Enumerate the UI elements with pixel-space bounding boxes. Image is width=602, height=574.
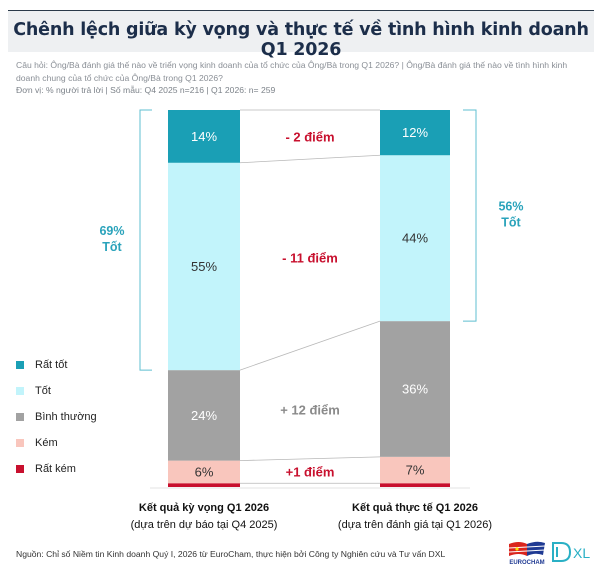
- bar-value-label: 6%: [195, 464, 214, 479]
- legend-swatch-kem: [16, 439, 24, 447]
- connector-line: [239, 456, 381, 462]
- legend-swatch-rat-tot: [16, 361, 24, 369]
- bar-segment-rất-kém-1: [380, 483, 450, 487]
- legend-swatch-rat-kem: [16, 465, 24, 473]
- x-caption-expected-title: Kết quả kỳ vọng Q1 2026: [138, 502, 270, 514]
- legend-item-kem: Kém: [16, 430, 97, 456]
- bar-segment-bình-thường-1: [380, 321, 450, 457]
- bar-segment-rất-tốt-1: [380, 110, 450, 156]
- bar-value-label: 7%: [406, 463, 425, 478]
- x-caption-expected: Kết quả kỳ vọng Q1 2026 (dựa trên dự báo…: [114, 500, 294, 534]
- bar-value-label: 55%: [191, 259, 217, 274]
- x-caption-actual-title: Kết quả thực tế Q1 2026: [352, 502, 478, 514]
- x-caption-actual: Kết quả thực tế Q1 2026 (dựa trên đánh g…: [320, 500, 510, 534]
- bar-segment-kém-0: [168, 460, 240, 484]
- bar-value-label: 36%: [402, 381, 428, 396]
- bar-segment-bình-thường-0: [168, 370, 240, 461]
- bar-segment-rất-kém-0: [168, 483, 240, 487]
- legend-swatch-tot: [16, 387, 24, 395]
- legend-label: Kém: [35, 437, 58, 449]
- bar-segment-tốt-0: [168, 162, 240, 371]
- dxl-logo-text: XL: [573, 545, 590, 561]
- bracket-right: [463, 109, 477, 322]
- question-line-2: doanh chung của tổ chức của Ông/Bà trong…: [16, 73, 223, 83]
- difference-label: +1 điểm: [286, 465, 335, 480]
- legend-label: Tốt: [35, 385, 51, 397]
- chart-title: Chênh lệch giữa kỳ vọng và thực tế về tì…: [13, 20, 589, 60]
- bar-value-label: 44%: [402, 231, 428, 246]
- connector-line: [239, 154, 381, 164]
- bracket-category-label: Tốt: [102, 240, 122, 254]
- unit-and-sample: Đơn vị: % người trả lời | Số mẫu: Q4 202…: [16, 85, 276, 95]
- bar-segment-tốt-1: [380, 155, 450, 322]
- bracket-left: [139, 109, 152, 371]
- legend-item-rat-tot: Rất tốt: [16, 352, 97, 378]
- x-caption-actual-sub: (dựa trên đánh giá tại Q1 2026): [337, 519, 493, 531]
- question-line-1: Câu hỏi: Ông/Bà đánh giá thế nào về triể…: [16, 60, 568, 70]
- legend-swatch-binh-thuong: [16, 413, 24, 421]
- eurocham-logo: EUROCHAM: [508, 541, 546, 566]
- connector-line: [239, 320, 381, 371]
- dxl-logo: XL: [552, 542, 590, 562]
- bar-segment-rất-tốt-0: [168, 110, 240, 163]
- bracket-category-label: Tốt: [501, 216, 521, 230]
- bracket-value-label: 69%: [99, 224, 124, 238]
- legend-label: Rất kém: [35, 463, 76, 475]
- legend: Rất tốt Tốt Bình thường Kém Rất kém: [16, 352, 97, 482]
- source-note: Nguồn: Chỉ số Niềm tin Kinh doanh Quý I,…: [16, 549, 446, 559]
- difference-label: + 12 điểm: [280, 403, 340, 418]
- eurocham-logo-text: EUROCHAM: [509, 560, 544, 566]
- legend-label: Rất tốt: [35, 359, 68, 371]
- bar-segment-kém-1: [380, 456, 450, 484]
- x-caption-expected-sub: (dựa trên dự báo tại Q4 2025): [130, 519, 278, 531]
- difference-label: - 11 điểm: [282, 251, 338, 266]
- legend-label: Bình thường: [35, 411, 97, 423]
- difference-label: - 2 điểm: [285, 130, 334, 145]
- title-band: [8, 11, 594, 52]
- survey-question: Câu hỏi: Ông/Bà đánh giá thế nào về triể…: [16, 59, 594, 85]
- bar-value-label: 24%: [191, 408, 217, 423]
- bar-value-label: 12%: [402, 125, 428, 140]
- legend-item-rat-kem: Rất kém: [16, 456, 97, 482]
- legend-item-binh-thuong: Bình thường: [16, 404, 97, 430]
- bracket-value-label: 56%: [498, 200, 523, 214]
- bar-value-label: 14%: [191, 129, 217, 144]
- title-top-rule: [8, 10, 594, 11]
- legend-item-tot: Tốt: [16, 378, 97, 404]
